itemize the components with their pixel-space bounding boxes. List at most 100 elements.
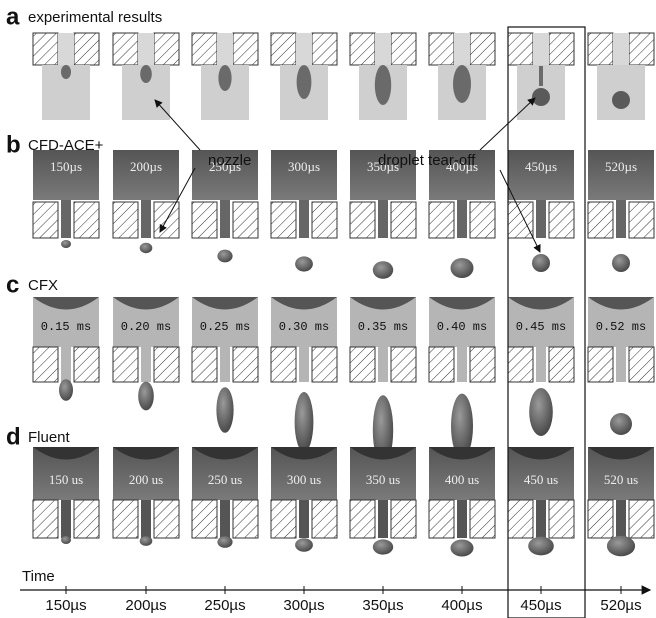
- domain: [113, 150, 179, 200]
- nozzle-wall: [470, 347, 495, 382]
- droplet: [532, 254, 550, 272]
- domain: [508, 150, 574, 200]
- nozzle-wall: [271, 202, 296, 238]
- domain: [588, 150, 654, 200]
- nozzle-wall: [233, 202, 258, 238]
- droplet: [612, 254, 630, 272]
- channel: [378, 500, 388, 538]
- frame-label: 450 us: [524, 472, 558, 487]
- frame-label: 200µs: [130, 159, 162, 174]
- droplet: [373, 261, 393, 279]
- nozzle-wall: [113, 500, 138, 538]
- channel: [457, 200, 467, 238]
- channel: [454, 33, 470, 65]
- nozzle-wall: [470, 33, 495, 65]
- nozzle-wall: [588, 202, 613, 238]
- frame-label: 200 us: [129, 472, 163, 487]
- frame-label: 250 us: [208, 472, 242, 487]
- droplet: [607, 536, 635, 557]
- nozzle-wall: [350, 347, 375, 382]
- droplet: [451, 540, 474, 557]
- tick-label: 250µs: [204, 597, 245, 614]
- nozzle-wall: [113, 347, 138, 382]
- nozzle-wall: [192, 33, 217, 65]
- channel: [141, 500, 151, 538]
- panel-title: Fluent: [28, 429, 71, 446]
- panel-title: experimental results: [28, 9, 162, 26]
- droplet: [532, 88, 550, 106]
- droplet: [295, 538, 313, 551]
- nozzle-wall: [629, 347, 654, 382]
- channel: [299, 500, 309, 538]
- nozzle-wall: [391, 500, 416, 538]
- droplet: [295, 256, 313, 271]
- nozzle-wall: [33, 33, 58, 65]
- panel-title: CFX: [28, 277, 58, 294]
- channel: [220, 500, 230, 538]
- frame-label: 0.45 ms: [516, 320, 566, 334]
- nozzle-wall: [33, 347, 58, 382]
- channel: [141, 200, 151, 238]
- droplet: [528, 537, 554, 556]
- channel: [220, 347, 230, 382]
- droplet: [140, 536, 153, 546]
- nozzle-wall: [391, 347, 416, 382]
- nozzle-wall: [391, 202, 416, 238]
- droplet: [373, 539, 393, 554]
- frame-label: 350 us: [366, 472, 400, 487]
- channel: [299, 200, 309, 238]
- tick-label: 300µs: [283, 597, 324, 614]
- channel: [141, 347, 151, 382]
- nozzle-wall: [312, 33, 337, 65]
- channel: [61, 347, 71, 382]
- neck: [539, 66, 543, 86]
- channel: [616, 200, 626, 238]
- frame-label: 0.25 ms: [200, 320, 250, 334]
- frame-label: 0.52 ms: [596, 320, 646, 334]
- channel: [58, 33, 74, 65]
- nozzle-wall: [74, 33, 99, 65]
- nozzle-wall: [629, 33, 654, 65]
- figure: aexperimental resultsbCFD-ACE+cCFXdFluen…: [0, 0, 656, 618]
- tick-label: 450µs: [520, 597, 561, 614]
- nozzle-wall: [549, 347, 574, 382]
- droplet: [297, 65, 312, 99]
- nozzle-wall: [391, 33, 416, 65]
- channel: [378, 200, 388, 238]
- nozzle-wall: [154, 500, 179, 538]
- droplet: [217, 250, 232, 263]
- frame-label: 0.20 ms: [121, 320, 171, 334]
- droplet: [218, 65, 231, 91]
- channel: [375, 33, 391, 65]
- droplet: [529, 388, 553, 436]
- channel: [299, 347, 309, 382]
- nozzle-wall: [192, 347, 217, 382]
- nozzle-wall: [74, 347, 99, 382]
- droplet: [295, 392, 314, 452]
- nozzle-wall: [429, 33, 454, 65]
- nozzle-wall: [233, 347, 258, 382]
- nozzle-wall: [233, 500, 258, 538]
- nozzle-wall: [74, 202, 99, 238]
- nozzle-wall: [192, 500, 217, 538]
- droplet: [216, 387, 233, 433]
- nozzle-wall: [312, 202, 337, 238]
- nozzle-wall: [350, 202, 375, 238]
- nozzle-wall: [588, 500, 613, 538]
- nozzle-wall: [429, 202, 454, 238]
- nozzle-wall: [629, 202, 654, 238]
- nozzle-wall: [629, 500, 654, 538]
- frame-label: 300 us: [287, 472, 321, 487]
- nozzle-wall: [192, 202, 217, 238]
- nozzle-wall: [549, 33, 574, 65]
- nozzle-wall: [33, 202, 58, 238]
- nozzle-wall: [350, 500, 375, 538]
- droplet: [138, 382, 154, 411]
- frame-label: 0.35 ms: [358, 320, 408, 334]
- panel-letter: c: [6, 271, 19, 298]
- tick-label: 200µs: [125, 597, 166, 614]
- channel: [616, 500, 626, 538]
- frame-label: 520 us: [604, 472, 638, 487]
- nozzle-wall: [233, 33, 258, 65]
- droplet: [140, 65, 152, 83]
